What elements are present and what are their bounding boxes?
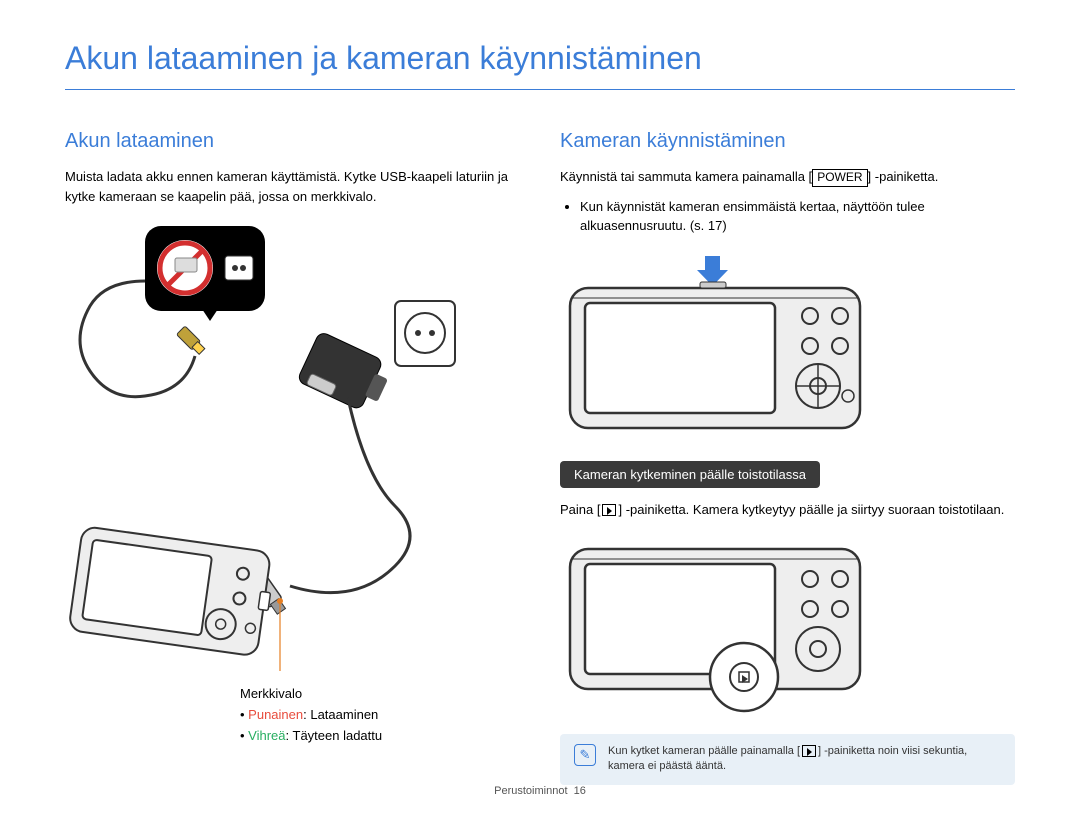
left-intro: Muista ladata akku ennen kameran käyttäm… xyxy=(65,167,520,206)
legend-title: Merkkivalo xyxy=(240,684,382,705)
right-intro: Käynnistä tai sammuta kamera painamalla … xyxy=(560,167,1015,187)
right-bullet-1: Kun käynnistät kameran ensimmäistä kerta… xyxy=(580,197,1015,236)
right-heading: Kameran käynnistäminen xyxy=(560,130,1015,153)
play-icon xyxy=(802,745,816,757)
legend-red-label: Punainen xyxy=(248,707,303,722)
playback-intro: Paina [] -painiketta. Kamera kytkeytyy p… xyxy=(560,500,1015,520)
led-legend: Merkkivalo • Punainen: Lataaminen • Vihr… xyxy=(240,684,382,746)
right-column: Kameran käynnistäminen Käynnistä tai sam… xyxy=(560,130,1015,785)
charging-illustration: Merkkivalo • Punainen: Lataaminen • Vihr… xyxy=(65,226,520,686)
legend-green-label: Vihreä xyxy=(248,728,285,743)
power-on-illustration xyxy=(560,256,1015,431)
left-column: Akun lataaminen Muista ladata akku ennen… xyxy=(65,130,520,785)
note-box: ✎ Kun kytket kameran päälle painamalla [… xyxy=(560,734,1015,785)
playback-mode-heading: Kameran kytkeminen päälle toistotilassa xyxy=(560,461,820,488)
page-title: Akun lataaminen ja kameran käynnistämine… xyxy=(65,40,1015,90)
play-icon xyxy=(602,504,616,516)
legend-row-green: • Vihreä: Täyteen ladattu xyxy=(240,726,382,747)
left-heading: Akun lataaminen xyxy=(65,130,520,153)
page-footer: Perustoiminnot 16 xyxy=(494,785,586,797)
legend-red-desc: : Lataaminen xyxy=(303,707,378,722)
legend-green-desc: : Täyteen ladattu xyxy=(286,728,383,743)
note-icon: ✎ xyxy=(574,744,596,766)
note-text: Kun kytket kameran päälle painamalla [] … xyxy=(608,744,1001,775)
playback-illustration xyxy=(560,539,1015,714)
legend-row-red: • Punainen: Lataaminen xyxy=(240,705,382,726)
power-button-label: POWER xyxy=(812,169,867,187)
